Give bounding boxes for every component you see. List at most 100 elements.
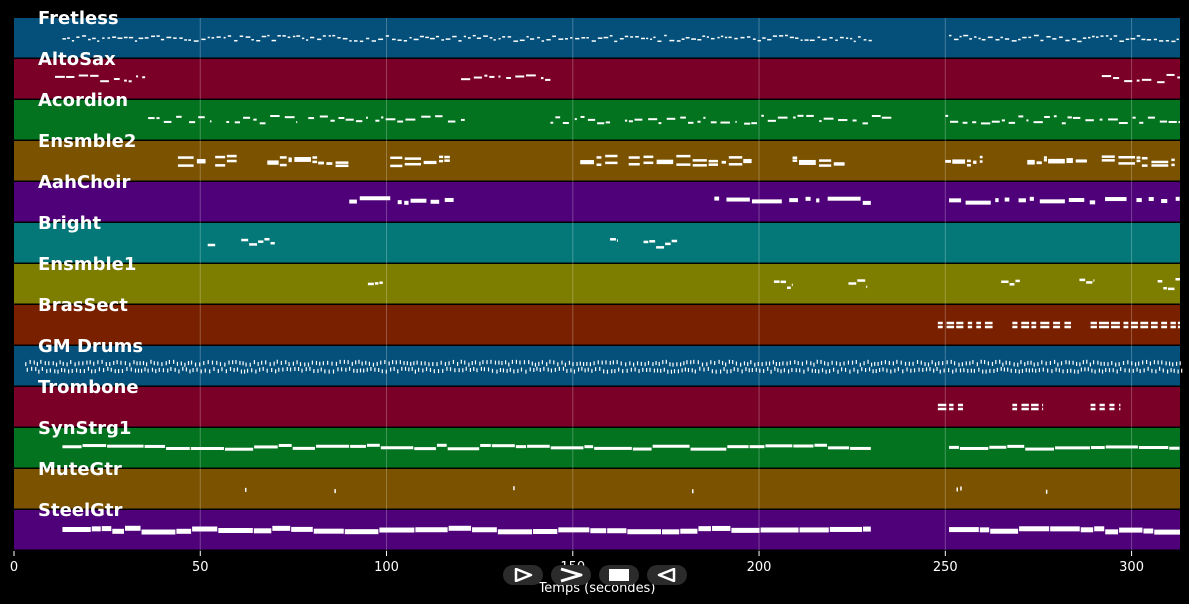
note (1021, 325, 1030, 329)
note (345, 367, 347, 372)
note (1055, 367, 1057, 372)
note (649, 367, 651, 372)
note (140, 368, 143, 373)
note (540, 77, 544, 80)
note (627, 529, 662, 535)
note (581, 37, 586, 39)
track-label: Trombone (38, 377, 139, 398)
note (144, 367, 146, 372)
play-button[interactable] (503, 565, 543, 585)
note (187, 361, 190, 366)
note (708, 159, 718, 163)
note (708, 163, 718, 166)
note (821, 368, 824, 373)
track-label: Ensmble2 (38, 131, 136, 152)
track-notes (937, 321, 1180, 329)
note (723, 367, 725, 372)
note (264, 237, 270, 241)
note (791, 367, 793, 372)
note (967, 368, 969, 373)
note (1092, 360, 1095, 365)
note (107, 366, 109, 371)
note (837, 369, 839, 374)
note (219, 362, 222, 367)
note (1026, 119, 1029, 122)
note (90, 74, 99, 77)
note (743, 158, 752, 162)
note (1012, 403, 1018, 407)
note (177, 164, 194, 167)
note (1138, 446, 1169, 450)
note (502, 368, 505, 373)
note (1101, 159, 1115, 162)
note (937, 403, 947, 407)
note (1157, 280, 1163, 283)
note (1179, 361, 1181, 366)
note (925, 367, 928, 372)
note (1098, 321, 1109, 325)
note (718, 359, 720, 364)
note (666, 117, 676, 120)
note (605, 154, 618, 158)
note (1161, 321, 1168, 325)
note (628, 120, 633, 123)
note (296, 121, 298, 124)
note (54, 75, 65, 78)
note (1130, 325, 1138, 329)
rewind-button[interactable] (647, 565, 687, 585)
note (777, 116, 788, 119)
note (647, 360, 650, 365)
note (165, 361, 167, 366)
note (1140, 325, 1149, 329)
note (1076, 361, 1078, 366)
note (648, 118, 658, 121)
note (267, 162, 279, 165)
note (401, 366, 403, 371)
note (509, 367, 511, 372)
note (656, 246, 665, 249)
note (1043, 156, 1047, 159)
forward-button[interactable] (551, 565, 591, 585)
note (1009, 361, 1011, 366)
note (460, 359, 462, 364)
note (770, 369, 772, 374)
note (575, 37, 580, 40)
note (513, 486, 515, 491)
note (148, 117, 155, 120)
note (1015, 279, 1020, 283)
note (728, 359, 731, 364)
note (760, 527, 799, 533)
note (987, 36, 993, 39)
note (857, 369, 859, 374)
note (444, 362, 447, 367)
note (452, 359, 455, 364)
stop-button[interactable] (599, 565, 639, 585)
note (255, 369, 257, 374)
note (192, 368, 194, 373)
note (282, 367, 284, 372)
note (253, 528, 272, 534)
note (176, 361, 179, 366)
note (1107, 362, 1109, 367)
note (1018, 369, 1020, 374)
note (49, 368, 51, 373)
note (610, 238, 616, 241)
note (955, 368, 957, 373)
note (145, 362, 148, 367)
note (405, 118, 416, 121)
note (534, 362, 537, 367)
note (150, 359, 152, 364)
note (820, 359, 822, 364)
note (213, 367, 215, 372)
note (743, 160, 752, 164)
note (1176, 38, 1179, 41)
note (881, 116, 892, 119)
note (904, 361, 907, 366)
note (1018, 198, 1026, 203)
note (981, 38, 986, 41)
note (350, 444, 366, 448)
note (611, 369, 613, 374)
note (355, 120, 363, 123)
note (288, 157, 292, 160)
note (439, 155, 444, 159)
